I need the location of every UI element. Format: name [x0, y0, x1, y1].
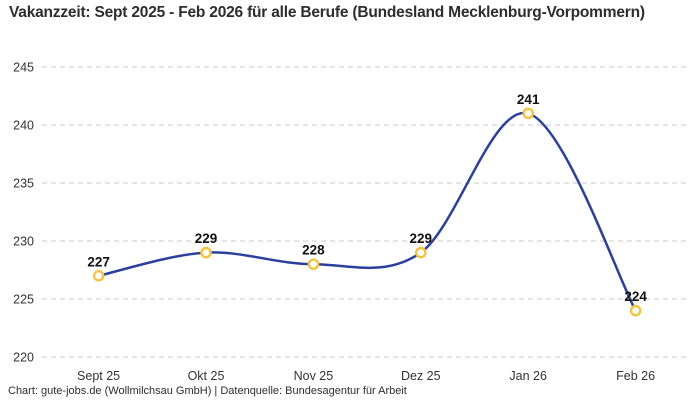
data-point-label: 241	[517, 92, 540, 107]
y-axis-tick-label: 235	[13, 177, 34, 191]
line-series	[97, 111, 637, 312]
data-point-marker	[414, 246, 427, 259]
x-axis-label: Jan 26	[509, 369, 547, 383]
footer-credit: Chart: gute-jobs.de (Wollmilchsau GmbH) …	[8, 385, 407, 397]
x-axis-label: Okt 25	[188, 369, 225, 383]
y-axis-tick-label: 220	[13, 351, 34, 365]
y-axis-tick-label: 240	[13, 119, 34, 133]
data-point-label: 227	[87, 254, 110, 269]
data-point-label: 228	[302, 243, 325, 258]
y-axis-tick-label: 245	[13, 61, 34, 75]
page-title: Vakanzzeit: Sept 2025 - Feb 2026 für all…	[9, 4, 645, 21]
data-point-label: 224	[624, 289, 647, 304]
y-axis-tick-label: 230	[13, 235, 34, 249]
data-point-marker	[92, 269, 105, 282]
x-axis-label: Dez 25	[401, 369, 441, 383]
data-point-marker	[307, 258, 320, 271]
x-axis-label: Feb 26	[616, 369, 655, 383]
data-point-label: 229	[195, 231, 218, 246]
data-point-marker	[629, 304, 642, 317]
data-point-marker	[522, 107, 535, 120]
y-axis-tick-label: 225	[13, 293, 34, 307]
data-point-label: 229	[410, 231, 433, 246]
x-axis-label: Nov 25	[294, 369, 334, 383]
data-point-marker	[200, 246, 212, 259]
x-axis-label: Sept 25	[77, 369, 120, 383]
